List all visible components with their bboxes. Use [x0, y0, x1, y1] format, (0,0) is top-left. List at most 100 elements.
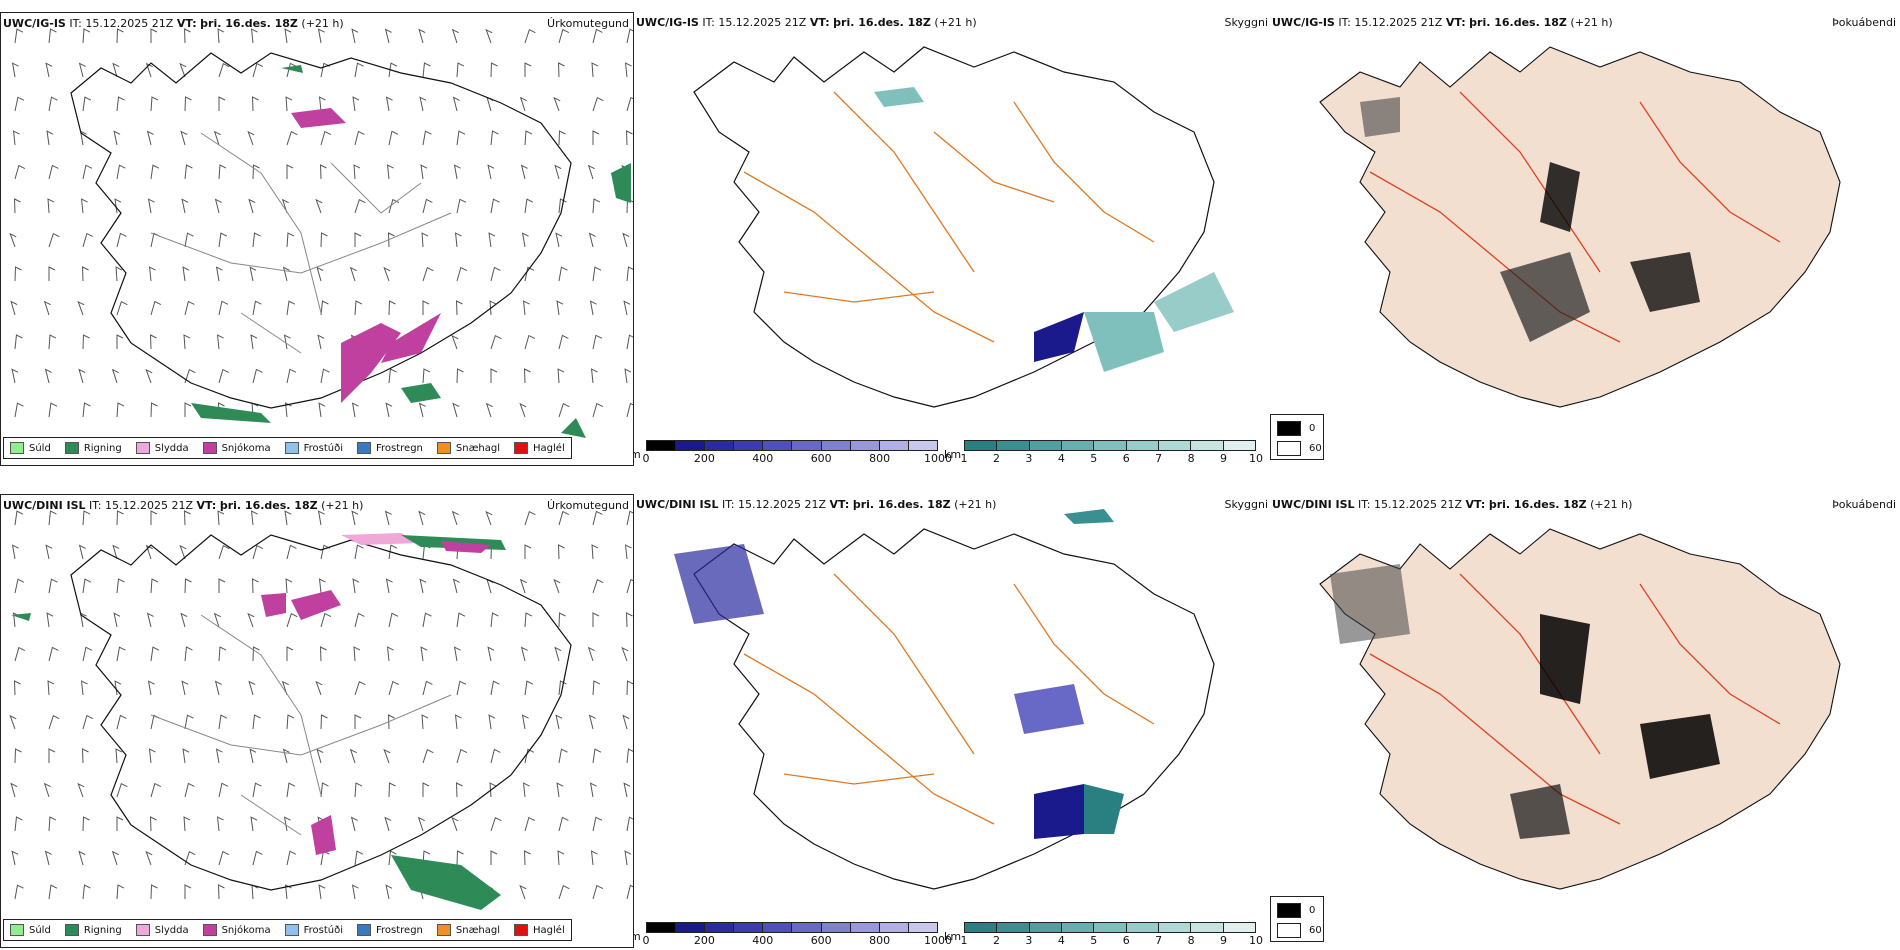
vt-label: VT:	[196, 499, 217, 512]
fog-panel-row1: UWC/IG-IS IT: 15.12.2025 21Z VT: þri. 16…	[1270, 12, 1900, 466]
wind-barb	[592, 28, 603, 44]
wind-barb	[354, 782, 363, 798]
wind-barb	[82, 510, 91, 526]
wind-barb	[524, 28, 536, 44]
panel-title: Úrkomutegund	[547, 17, 629, 30]
wind-barb	[417, 816, 425, 832]
colorbar-tick-label: 2	[992, 934, 1000, 947]
wind-barb	[524, 544, 532, 559]
legend-label: Snjókoma	[221, 924, 271, 936]
colorbar-segment	[1094, 923, 1127, 932]
colorbar-segment	[965, 441, 998, 450]
wind-barb	[485, 510, 493, 526]
wind-barb	[286, 714, 295, 730]
wind-barb	[82, 578, 92, 594]
wind-barb	[592, 884, 604, 900]
wind-barb	[218, 578, 226, 593]
wind-barb	[180, 612, 188, 628]
colorbar-tick-label: 7	[1155, 452, 1163, 465]
wind-barb	[218, 164, 227, 180]
visibility-map	[693, 46, 1234, 408]
precip-type-panel-row2: UWC/DINI ISL IT: 15.12.2025 21Z VT: þri.…	[0, 494, 634, 948]
precip-legend: Súld Rigning Slydda Snjókoma Frostúði Fr…	[3, 437, 572, 459]
wind-barb	[354, 130, 365, 146]
wind-barb	[150, 28, 158, 43]
lead-time: (+21 h)	[1590, 498, 1633, 511]
wind-barb	[626, 266, 633, 282]
colorbar-segment	[908, 923, 937, 932]
colorbar-tick-label: 10	[1249, 452, 1263, 465]
colorbar-tick-label: 1	[960, 452, 968, 465]
valid-time: þri. 16.des. 18Z	[852, 498, 951, 511]
wind-barb	[558, 266, 568, 282]
wind-barb	[11, 368, 19, 384]
wind-barb	[218, 300, 229, 316]
wind-barb	[284, 402, 292, 418]
colorbar-segment	[1029, 441, 1062, 450]
wind-barb	[252, 544, 264, 560]
wind-barb	[48, 748, 56, 763]
wind-barb	[47, 680, 55, 696]
wind-barb	[523, 368, 531, 384]
wind-barb	[490, 334, 502, 350]
colorbar-tick-label: 4	[1057, 934, 1065, 947]
colorbar-tick-label: 5	[1090, 452, 1098, 465]
wind-barb	[250, 510, 258, 526]
wind-barb	[11, 544, 19, 560]
colorbar-tick-label: 200	[693, 934, 715, 947]
colorbar-ticks: 0 200 400 600 800 1000	[643, 452, 953, 466]
wind-barb	[351, 402, 359, 418]
colorbar-unit: km	[944, 930, 962, 943]
wind-barb	[81, 748, 89, 764]
wind-barb	[82, 232, 94, 248]
legend-swatch	[284, 442, 299, 454]
wind-barb	[351, 28, 359, 44]
legend-item: Slydda	[135, 924, 189, 936]
wind-barb	[558, 612, 566, 628]
wind-barb	[521, 714, 529, 730]
wind-barb	[78, 62, 86, 78]
visibility-colorbar: km 1 2 3 4 5 6 7 8 9 10	[944, 440, 1263, 466]
wind-barb	[590, 368, 598, 384]
legend-label: Rigning	[83, 442, 122, 454]
wind-barb	[80, 680, 88, 696]
wind-barb	[250, 816, 258, 832]
wind-barb	[48, 28, 57, 44]
wind-barb	[284, 884, 292, 900]
colorbar-tick-label: 3	[1025, 452, 1033, 465]
wind-barb	[624, 544, 632, 560]
wind-barb	[318, 578, 326, 594]
wind-barb	[286, 130, 298, 146]
wind-barb	[626, 816, 633, 832]
legend-swatch	[1277, 441, 1301, 456]
wind-barb	[524, 198, 534, 214]
wind-barb	[247, 612, 255, 628]
wind-barb	[456, 130, 466, 146]
wind-barb	[624, 62, 632, 78]
wind-barb	[558, 130, 566, 146]
colorbar-tick-label: 6	[1122, 934, 1130, 947]
wind-barb	[150, 96, 159, 112]
colorbar-segment	[997, 441, 1030, 450]
colorbar-boxes	[646, 922, 938, 933]
wind-barb	[421, 232, 429, 248]
wind-barb	[116, 510, 124, 526]
legend-swatch	[202, 924, 217, 936]
legend-item: Frostregn	[357, 442, 423, 454]
legend-swatch	[10, 442, 24, 454]
wind-barb	[9, 232, 17, 248]
fog-legend-item: 0	[1277, 903, 1315, 918]
issue-time: IT: 15.12.2025 21Z	[89, 499, 194, 512]
wind-barb	[592, 402, 604, 418]
colorbar-tick-label: 400	[752, 934, 774, 947]
ceiling-colorbar: m 0 200 400 600 800 1000	[634, 440, 953, 466]
wind-barb	[626, 748, 633, 764]
wind-barb	[592, 680, 601, 696]
wind-barb	[145, 544, 153, 560]
wind-barb	[354, 850, 364, 866]
wind-barb	[487, 164, 495, 180]
lead-time: (+21 h)	[301, 17, 344, 30]
wind-barb	[184, 232, 194, 248]
wind-barb	[47, 198, 55, 214]
wind-barb	[354, 198, 366, 214]
